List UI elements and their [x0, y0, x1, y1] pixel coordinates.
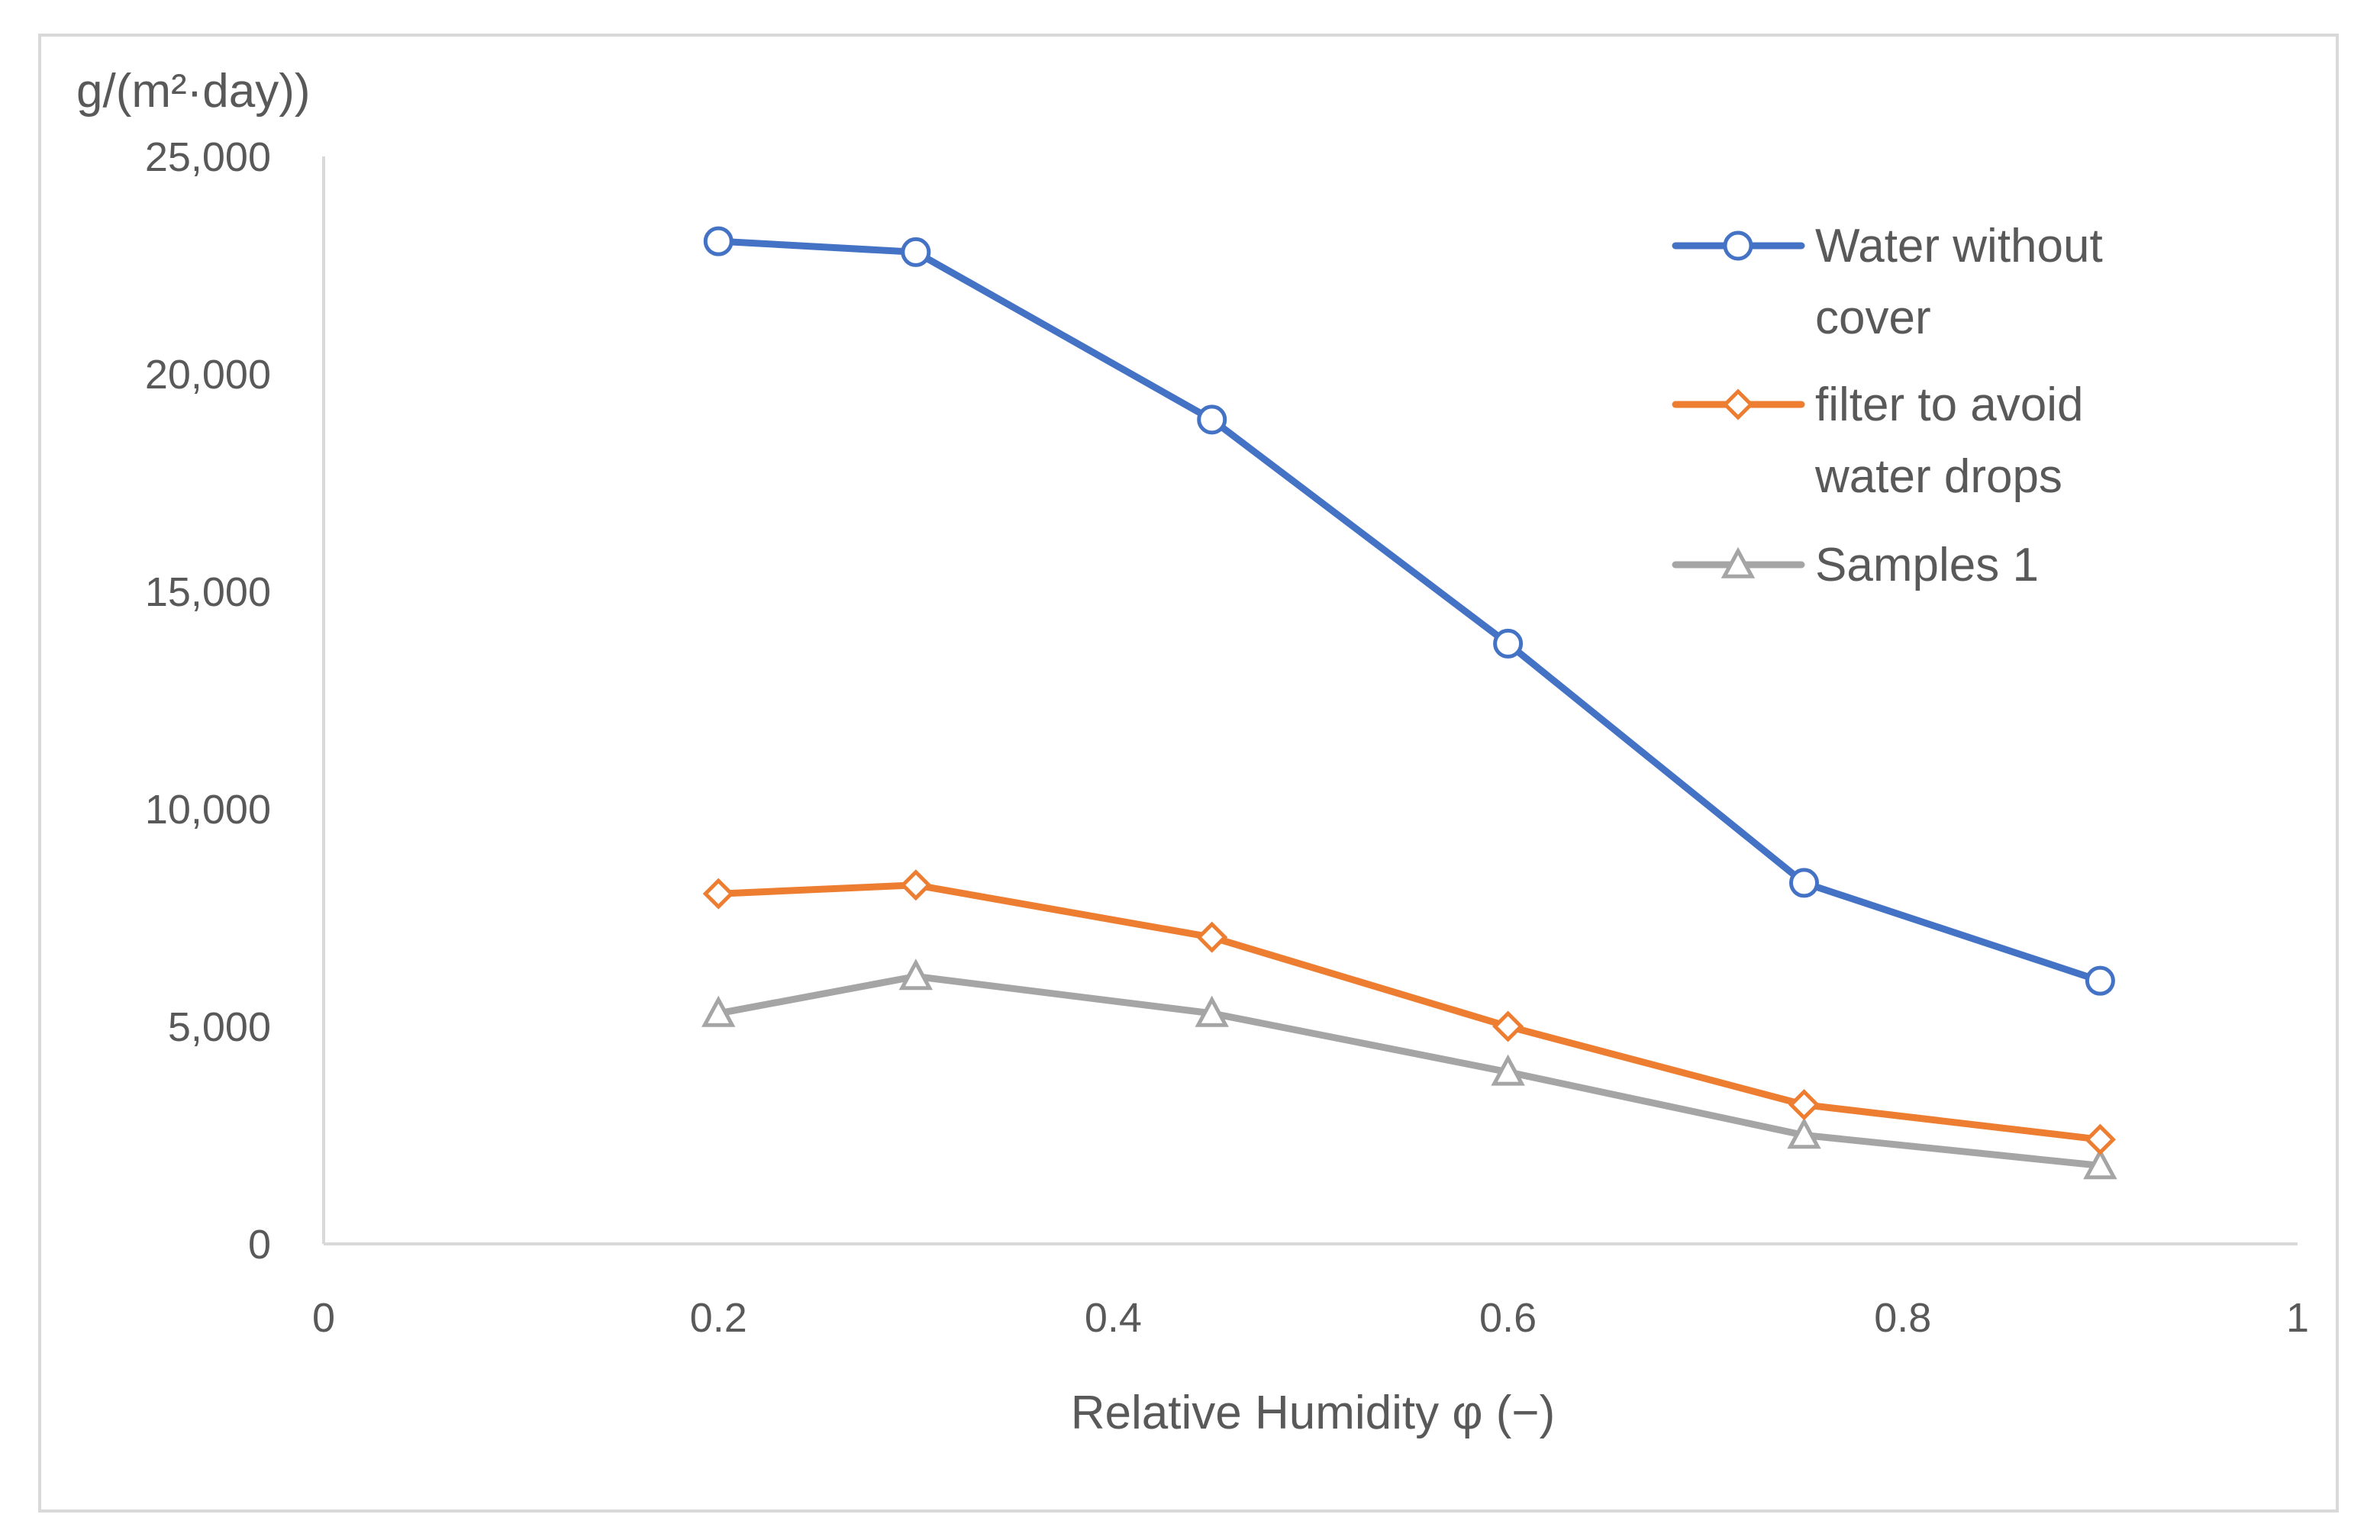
series-line [714, 237, 2104, 984]
y-axis-title: g/(m²·day)) [76, 65, 311, 118]
data-point [2085, 965, 2115, 996]
series-3 [701, 958, 2117, 1180]
legend-entry-1: Water without cover [1672, 220, 2103, 344]
plot-area [701, 226, 2117, 1180]
legend-entry-2: filter to avoid water drops [1672, 379, 2084, 503]
legend: Water without cover filter to avoid water d… [1672, 220, 2103, 591]
legend-label: cover [1815, 292, 1931, 344]
x-tick-label: 0.4 [1085, 1295, 1142, 1341]
data-point [702, 878, 734, 910]
legend-label: filter to avoid [1815, 379, 2084, 431]
legend-label: Water without [1815, 220, 2103, 272]
series-2 [702, 869, 2116, 1155]
data-point [1196, 921, 1228, 953]
y-tick-label: 5,000 [168, 1004, 271, 1050]
y-tick-label: 10,000 [145, 787, 271, 833]
x-tick-label: 0 [312, 1295, 335, 1341]
legend-label: water drops [1814, 450, 2062, 503]
legend-marker [1722, 388, 1754, 420]
series-1 [703, 226, 2115, 996]
y-tick-label: 25,000 [145, 134, 271, 180]
data-point [898, 958, 933, 991]
legend-marker [1723, 230, 1753, 261]
data-point [901, 237, 931, 267]
series-line [714, 973, 2104, 1169]
data-point [900, 869, 932, 901]
data-point [701, 995, 736, 1027]
y-tick-label: 15,000 [145, 569, 271, 615]
legend-label: Samples 1 [1815, 539, 2039, 591]
data-point [1787, 1117, 1821, 1149]
x-axis-title: Relative Humidity φ (−) [1071, 1387, 1556, 1439]
data-point [1197, 404, 1227, 435]
legend-marker [1721, 546, 1756, 578]
data-point [1493, 628, 1524, 659]
axes: 0 5,000 10,000 15,000 20,000 25,000 0 0.2 0.4 0.6… [145, 134, 2309, 1341]
x-tick-label: 1 [2286, 1295, 2309, 1341]
data-point [2083, 1148, 2117, 1180]
data-point [1788, 1089, 1820, 1121]
y-tick-label: 0 [248, 1222, 271, 1268]
x-tick-label: 0.8 [1874, 1295, 1931, 1341]
x-tick-label: 0.2 [690, 1295, 747, 1341]
data-point [1492, 1010, 1524, 1042]
x-tick-label: 0.6 [1479, 1295, 1537, 1341]
data-point [1195, 995, 1229, 1027]
data-point [1789, 868, 1819, 898]
legend-entry-3: Samples 1 [1672, 539, 2039, 591]
data-point [703, 226, 734, 256]
data-point [2084, 1123, 2116, 1155]
series-line [714, 881, 2104, 1143]
data-point [1491, 1054, 1525, 1086]
chart-frame [38, 34, 2339, 1513]
y-tick-label: 20,000 [145, 352, 271, 398]
